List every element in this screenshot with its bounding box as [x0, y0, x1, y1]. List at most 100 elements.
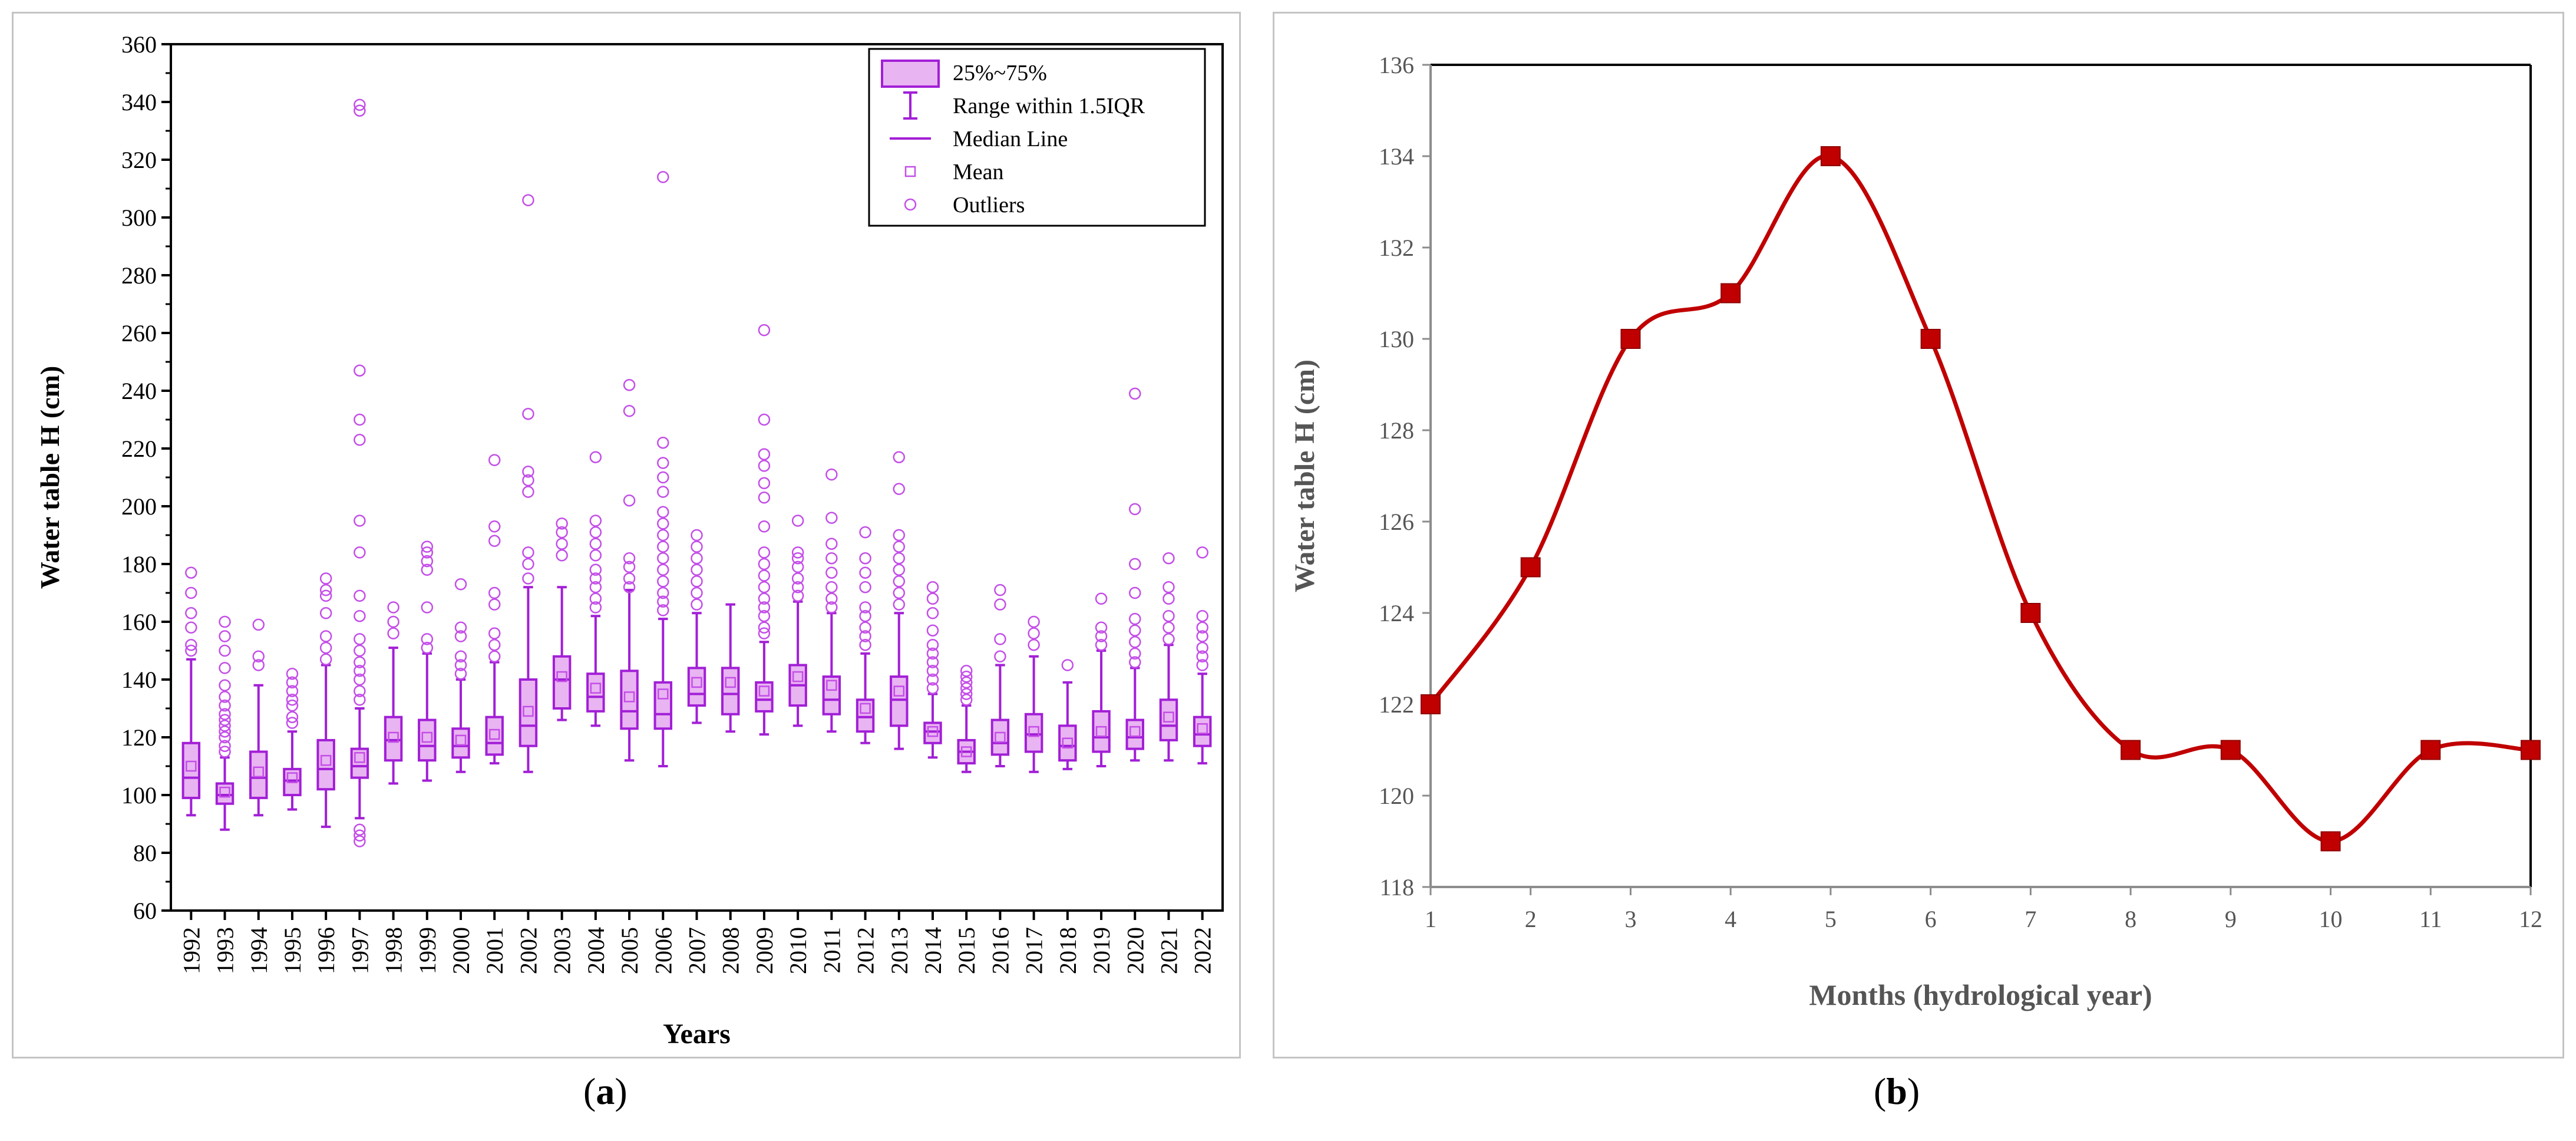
outlier-point: [219, 708, 231, 721]
outlier-point: [691, 552, 703, 565]
x-tick-label-b: 6: [1925, 906, 1937, 932]
x-tick-label-a: 1998: [381, 927, 407, 974]
x-tick-label-a: 2005: [616, 927, 643, 974]
outlier-point: [859, 638, 871, 651]
mean-marker: [354, 752, 365, 763]
y-axis-title-b: Water table H (cm): [1289, 360, 1320, 592]
x-tick-label-a: 2001: [481, 927, 508, 974]
outlier-point: [1162, 592, 1175, 605]
outlier-point: [926, 638, 939, 651]
outlier-point: [319, 583, 332, 596]
outlier-point: [758, 492, 771, 504]
mean-marker: [253, 766, 264, 778]
mean-marker: [523, 705, 534, 717]
outlier-point: [1196, 659, 1208, 671]
x-tick-label-a: 2003: [549, 927, 576, 974]
legend-swatch-outlier: [904, 198, 917, 211]
outlier-point: [791, 546, 804, 559]
outlier-point: [926, 682, 939, 694]
mean-marker: [1197, 723, 1208, 734]
outlier-point: [1162, 552, 1175, 565]
x-tick-label-b: 4: [1725, 906, 1736, 932]
outlier-point: [522, 474, 534, 487]
outlier-point: [926, 656, 939, 668]
outlier-point: [454, 650, 467, 663]
outlier-point: [286, 711, 299, 723]
x-tick-label-a: 2006: [650, 927, 676, 974]
outlier-point: [354, 685, 366, 697]
outlier-point: [522, 558, 534, 570]
outlier-point: [319, 607, 332, 619]
outlier-point: [589, 581, 602, 593]
outlier-point: [522, 465, 534, 478]
outlier-point: [387, 627, 399, 639]
outlier-point: [421, 601, 434, 614]
outlier-point: [893, 563, 906, 576]
outlier-point: [893, 586, 906, 599]
outlier-point: [758, 477, 771, 490]
mean-marker: [455, 734, 467, 746]
outlier-point: [859, 621, 871, 634]
outlier-point: [657, 586, 669, 599]
y-tick-label-b: 128: [1379, 417, 1414, 444]
outlier-point: [825, 468, 838, 481]
mean-marker: [421, 731, 433, 743]
outlier-point: [219, 615, 231, 628]
y-tick-label-a: 120: [121, 724, 157, 751]
outlier-point: [185, 566, 197, 579]
outlier-point: [1028, 615, 1040, 628]
y-tick-label-b: 130: [1379, 326, 1414, 352]
outlier-point: [219, 740, 231, 752]
mean-marker: [758, 685, 770, 697]
outlier-point: [960, 688, 973, 700]
outlier-point: [623, 560, 636, 573]
x-tick-label-a: 2009: [751, 927, 778, 974]
outlier-point: [354, 104, 366, 117]
data-point-marker: [2320, 831, 2341, 852]
y-tick-label-a: 100: [121, 782, 157, 809]
outlier-point: [623, 405, 636, 417]
outlier-point: [859, 526, 871, 539]
outlier-point: [691, 575, 703, 588]
outlier-point: [791, 560, 804, 573]
outlier-point: [758, 581, 771, 593]
y-tick-label-a: 200: [121, 493, 157, 520]
x-tick-label-a: 1996: [313, 927, 339, 974]
x-tick-label-b: 3: [1624, 906, 1636, 932]
x-tick-label-b: 8: [2125, 906, 2136, 932]
outlier-point: [791, 581, 804, 593]
outlier-point: [893, 529, 906, 542]
x-tick-label-a: 1993: [212, 927, 239, 974]
outlier-point: [354, 434, 366, 446]
mean-marker: [388, 731, 399, 743]
outlier-point: [657, 563, 669, 576]
y-tick-label-a: 240: [121, 378, 157, 404]
x-tick-label-a: 1999: [414, 927, 441, 974]
outlier-point: [1196, 650, 1208, 663]
data-point-marker: [1820, 146, 1841, 166]
outlier-point: [421, 540, 434, 553]
outlier-point: [859, 581, 871, 593]
outlier-point: [623, 552, 636, 565]
x-axis-title-b: Months (hydrological year): [1809, 978, 2152, 1011]
outlier-point: [1162, 633, 1175, 645]
panel-label-b: (b): [1874, 1070, 1920, 1112]
y-tick-label-a: 280: [121, 262, 157, 289]
mean-marker: [1062, 737, 1074, 749]
outlier-point: [354, 609, 366, 622]
x-tick-label-a: 2002: [515, 927, 541, 974]
data-point-marker: [2420, 740, 2441, 760]
outlier-point: [454, 667, 467, 680]
x-tick-label-b: 11: [2419, 906, 2442, 932]
x-tick-label-a: 1994: [246, 927, 272, 974]
legend-entry-label: Range within 1.5IQR: [953, 94, 1145, 118]
x-tick-label-b: 1: [1425, 906, 1436, 932]
x-tick-label-b: 12: [2519, 906, 2542, 932]
outlier-point: [354, 665, 366, 677]
outlier-point: [691, 529, 703, 542]
outlier-point: [219, 725, 231, 738]
y-tick-label-a: 320: [121, 147, 157, 173]
outlier-point: [657, 171, 669, 183]
outlier-point: [1162, 581, 1175, 593]
